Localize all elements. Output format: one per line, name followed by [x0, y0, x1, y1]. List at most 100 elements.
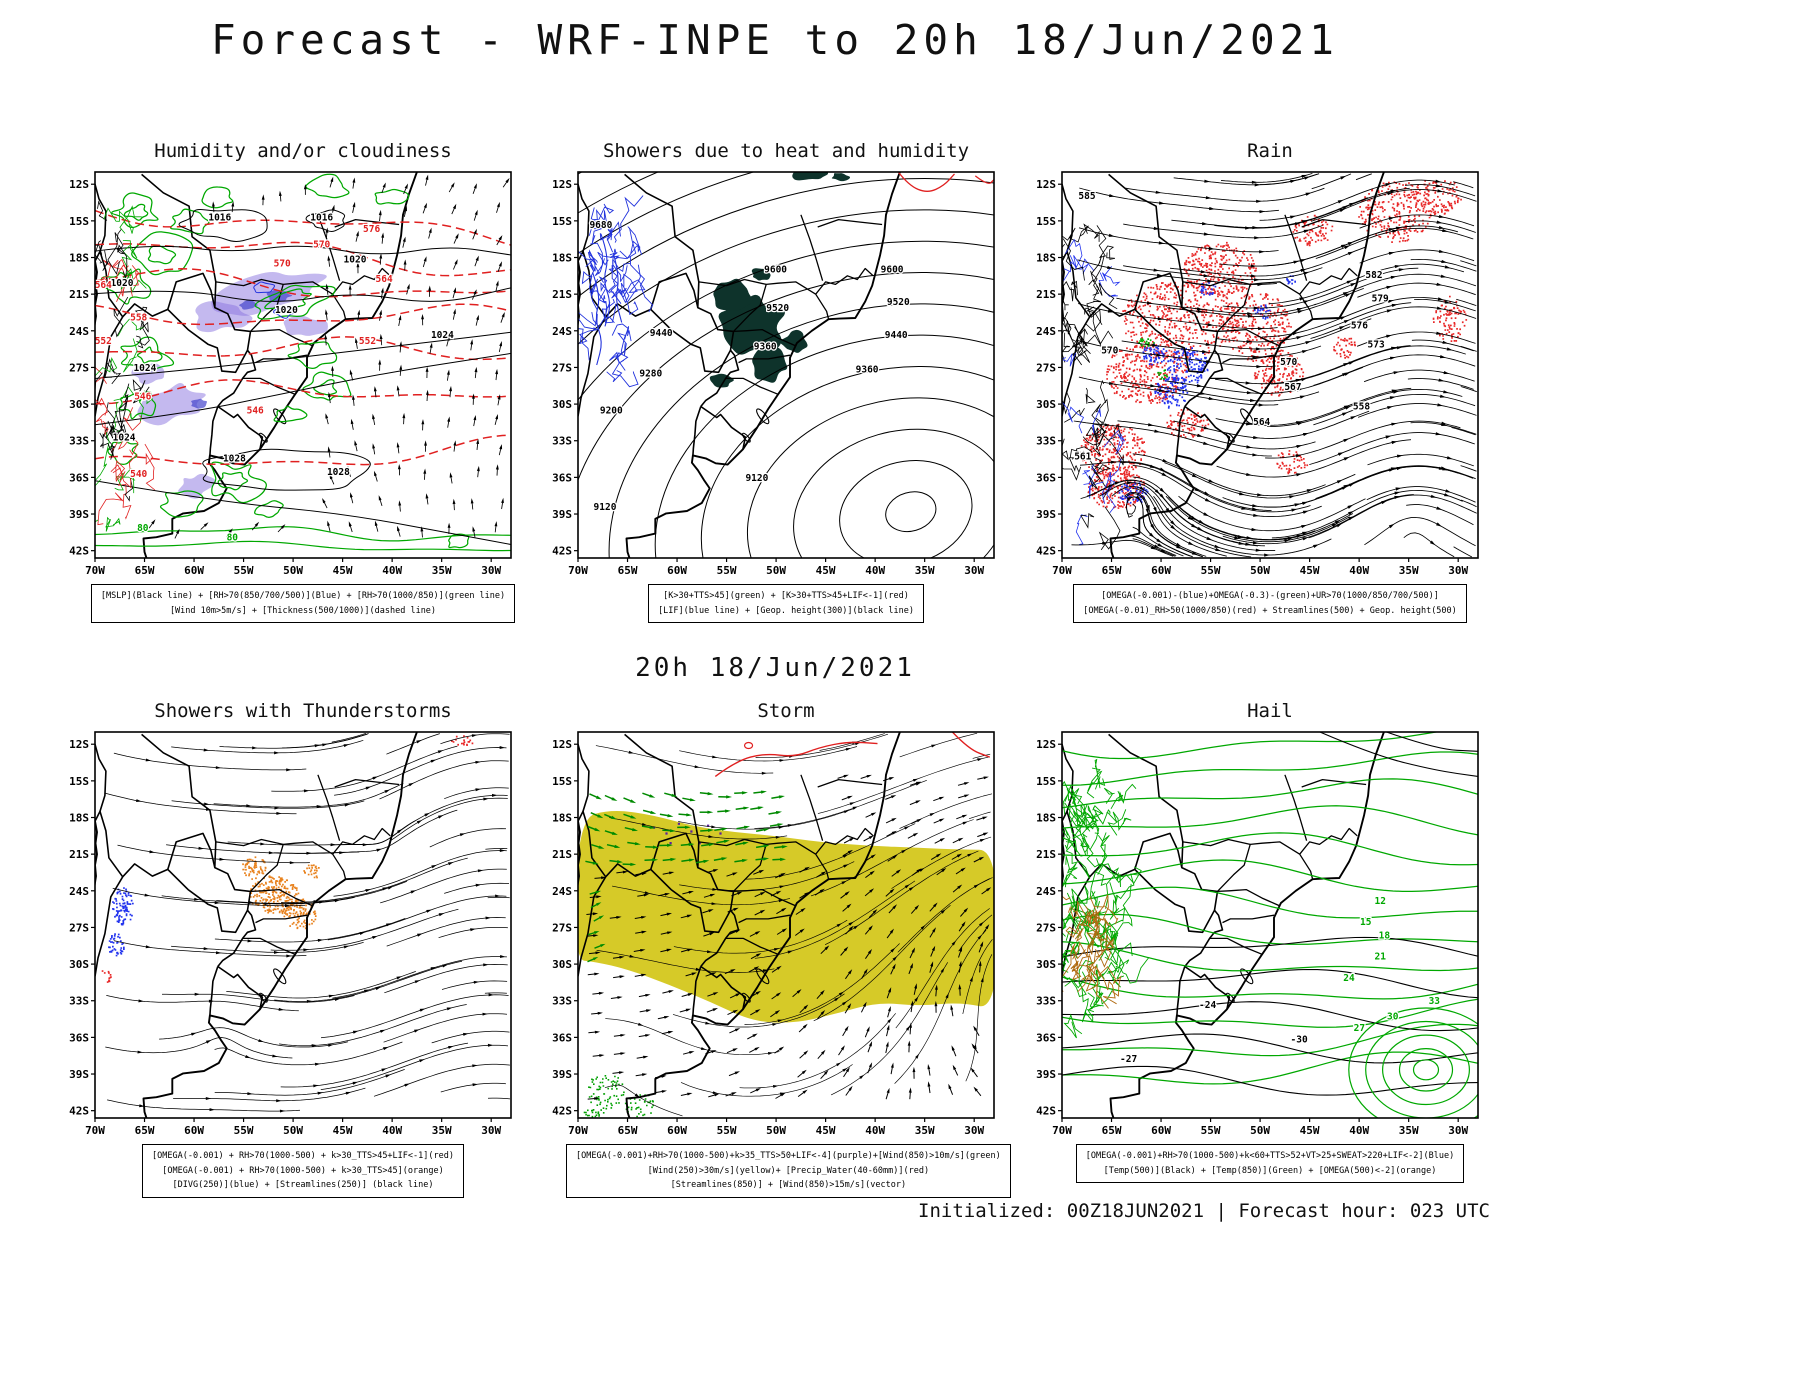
contour-label: 80: [227, 533, 239, 544]
coastline: [142, 732, 418, 1118]
lon-tick-label: 55W: [1201, 564, 1221, 577]
contour-label: 27: [1354, 1023, 1365, 1034]
legend-line: [OMEGA(-0.001) + RH>70(1000-500) + k>30_…: [162, 1165, 444, 1176]
lon-tick-label: 35W: [1399, 564, 1419, 577]
contour-label: 552: [359, 336, 376, 347]
lat-tick-label: 30S: [1036, 398, 1056, 411]
lat-tick-label: 18S: [552, 812, 572, 825]
contour-label: 564: [1253, 417, 1270, 428]
contour-label: 9440: [885, 330, 908, 341]
overlay-layer: [1062, 172, 1477, 558]
lon-tick-label: 50W: [283, 564, 303, 577]
fill-layer: [578, 811, 994, 1118]
lon-tick-label: 35W: [1399, 1124, 1419, 1137]
legend-line: [DIVG(250)](blue) + [Streamlines(250)] (…: [172, 1180, 434, 1190]
pacific-coastline: [95, 821, 98, 887]
contour-label: 1020: [275, 305, 298, 316]
lat-tick-label: 27S: [552, 361, 572, 374]
panel-legend: [OMEGA(-0.001)-(blue)+OMEGA(-0.3)-(green…: [1050, 584, 1490, 623]
lon-tick-label: 45W: [816, 564, 836, 577]
lat-tick-label: 24S: [552, 885, 572, 898]
lon-tick-label: 35W: [432, 1124, 452, 1137]
lat-tick-label: 36S: [69, 471, 89, 484]
lon-tick-label: 50W: [766, 564, 786, 577]
legend-box: [K>30+TTS>45](green) + [K>30+TTS>45+LIF<…: [648, 584, 924, 623]
lat-tick-label: 42S: [69, 545, 89, 558]
lat-tick-label: 36S: [552, 471, 572, 484]
legend-line: [Wind(250)>30m/s](yellow)+ [Precip_Water…: [647, 1165, 930, 1176]
panel-title: Showers with Thunderstorms: [154, 700, 452, 722]
overlay-layer: [578, 172, 994, 558]
panel-hail: Hail 12 15 18 21 24 27 30 33 -24 -27 -30 70W 65W 60W 5…: [1032, 700, 1482, 1256]
legend-line: [Wind 10m>5m/s] + [Thickness(500/1000)](…: [169, 605, 437, 616]
lon-tick-label: 45W: [1300, 1124, 1320, 1137]
contour-label: 1016: [310, 212, 333, 223]
lon-tick-label: 60W: [667, 564, 687, 577]
overlay-layer: [104, 733, 511, 1113]
lat-tick-label: 33S: [552, 435, 572, 448]
legend-line: [OMEGA(-0.001)+RH>70(1000-500)+k>35_TTS>…: [576, 1151, 1001, 1161]
lat-tick-label: 27S: [69, 921, 89, 934]
lat-tick-label: 12S: [552, 738, 572, 751]
valid-time-heading: 20h 18/Jun/2021: [635, 653, 915, 683]
lon-tick-label: 30W: [1448, 564, 1468, 577]
map-base-layer: [578, 172, 901, 558]
legend-box: [OMEGA(-0.001)+RH>70(1000-500)+k>35_TTS>…: [566, 1144, 1011, 1198]
map-base-layer: [95, 732, 418, 1118]
contour-label: 1020: [344, 255, 367, 266]
panel-legend: [OMEGA(-0.001)+RH>70(1000-500)+k>35_TTS>…: [566, 1144, 1011, 1198]
lon-tick-label: 50W: [1250, 564, 1270, 577]
legend-line: [OMEGA(-0.001)+RH>70(1000-500)+k<60+TTS>…: [1085, 1151, 1455, 1161]
lon-tick-label: 50W: [283, 1124, 303, 1137]
contour-label: 33: [1429, 996, 1441, 1007]
contour-label: 9600: [881, 264, 904, 275]
lat-tick-label: 27S: [552, 921, 572, 934]
contour-label: 9280: [639, 369, 662, 380]
lon-tick-label: 30W: [481, 1124, 501, 1137]
lat-tick-label: 21S: [552, 848, 572, 861]
lon-tick-label: 50W: [1250, 1124, 1270, 1137]
panel-legend: [OMEGA(-0.001) + RH>70(1000-500) + k>30_…: [83, 1144, 523, 1198]
contour-label: 12: [1374, 896, 1385, 907]
lat-tick-label: 18S: [1036, 812, 1056, 825]
lon-tick-label: 70W: [1052, 1124, 1072, 1137]
lon-tick-label: 35W: [915, 564, 935, 577]
lon-tick-label: 65W: [135, 1124, 155, 1137]
lat-tick-label: 24S: [69, 885, 89, 898]
panel-title: Rain: [1247, 140, 1293, 162]
panel-legend: [OMEGA(-0.001)+RH>70(1000-500)+k<60+TTS>…: [1050, 1144, 1490, 1183]
lon-tick-label: 65W: [618, 1124, 638, 1137]
lon-tick-label: 45W: [1300, 564, 1320, 577]
contour-label: 9520: [766, 303, 789, 314]
map-heat-showers: 9680 9600 9600 9520 9520 9440 9440 9360 9360 9280…: [552, 171, 995, 577]
fill-layer: [709, 172, 851, 388]
lat-tick-label: 27S: [1036, 361, 1056, 374]
lat-tick-label: 15S: [552, 775, 572, 788]
lon-tick-label: 55W: [717, 1124, 737, 1137]
panel-legend: [MSLP](Black line) + [RH>70(850/700/500)…: [83, 584, 523, 623]
lat-tick-label: 30S: [1036, 958, 1056, 971]
lat-tick-label: 15S: [69, 215, 89, 228]
panel-title: Humidity and/or cloudiness: [154, 140, 452, 162]
lat-tick-label: 21S: [1036, 288, 1056, 301]
lat-tick-label: 33S: [1036, 995, 1056, 1008]
pacific-coastline: [578, 821, 581, 887]
contour-label: 30: [1387, 1012, 1399, 1023]
contour-label: 9120: [594, 502, 617, 513]
lat-tick-label: 21S: [552, 288, 572, 301]
contour-label: 567: [1284, 382, 1301, 393]
contour-label: -30: [1291, 1035, 1308, 1046]
lagoa-dos-patos: [756, 968, 770, 985]
lon-tick-label: 70W: [85, 564, 105, 577]
map-storm: 70W 65W 60W 55W 50W 45W 40W 35W 30W 12S 15S 18S 21S 2…: [552, 731, 995, 1137]
lon-tick-label: 70W: [568, 564, 588, 577]
panel-rain: Rain 585 582 579 576 573 570 570 567 564 561 558 70…: [1032, 140, 1482, 696]
lon-tick-label: 60W: [667, 1124, 687, 1137]
lat-tick-label: 24S: [69, 325, 89, 338]
axis-layer: 70W 65W 60W 55W 50W 45W 40W 35W 30W 12S 15S 18S 21S 2…: [1036, 178, 1468, 577]
lat-tick-label: 33S: [1036, 435, 1056, 448]
lon-tick-label: 55W: [234, 1124, 254, 1137]
